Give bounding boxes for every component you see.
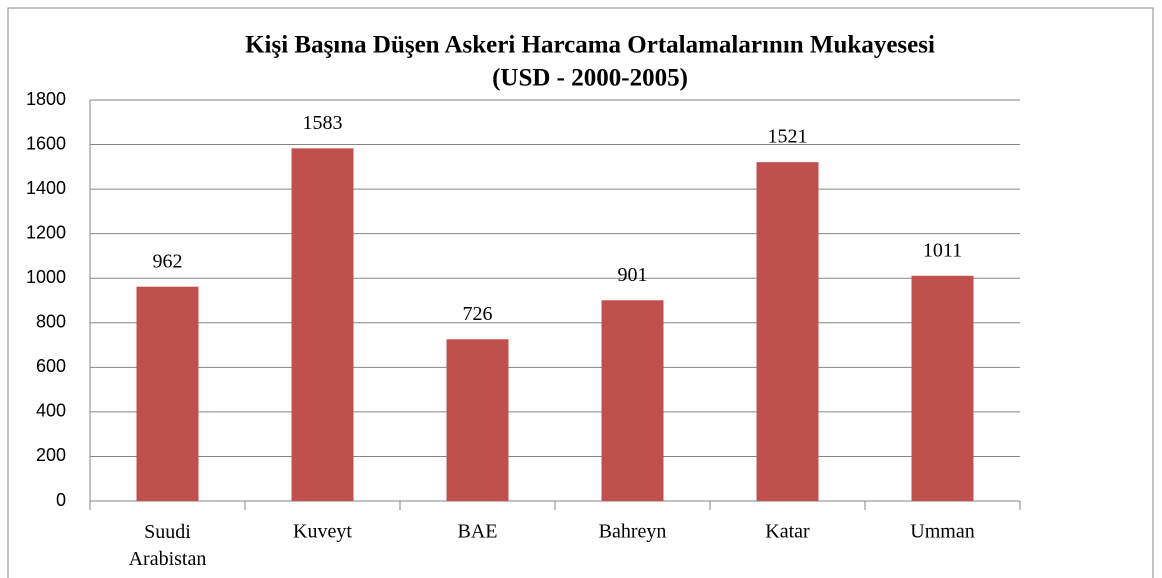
bar (446, 339, 509, 501)
data-label: 1011 (923, 239, 962, 261)
y-tick-label: 1400 (26, 178, 66, 198)
data-label: 1521 (768, 126, 808, 148)
x-tick-label: BAE (458, 521, 498, 543)
data-label: 1583 (303, 112, 343, 134)
x-tick-label: Umman (910, 521, 974, 543)
y-tick-label: 600 (36, 356, 66, 376)
bar (601, 300, 664, 501)
bar (136, 286, 199, 501)
chart-title: Kişi Başına Düşen Askeri Harcama Ortalam… (245, 32, 935, 59)
chart-title: (USD - 2000-2005) (492, 65, 688, 92)
data-label: 901 (618, 264, 648, 286)
x-tick-label: Katar (765, 521, 810, 543)
x-tick-label: Kuveyt (293, 521, 352, 543)
bar (911, 275, 974, 501)
bar (756, 162, 819, 501)
y-tick-label: 1200 (26, 222, 66, 242)
x-tick-label: Suudi Arabistan (129, 521, 207, 570)
chart-frame (7, 7, 1154, 578)
data-label: 726 (463, 303, 493, 325)
y-tick-label: 1800 (26, 89, 66, 109)
y-tick-label: 200 (36, 445, 66, 465)
bar (291, 148, 354, 501)
y-tick-label: 1000 (26, 267, 66, 287)
y-tick-label: 400 (36, 401, 66, 421)
y-tick-label: 1600 (26, 133, 66, 153)
data-label: 962 (153, 250, 183, 272)
y-tick-label: 0 (56, 490, 66, 510)
y-tick-label: 800 (36, 312, 66, 332)
x-tick-label: Bahreyn (599, 521, 667, 543)
